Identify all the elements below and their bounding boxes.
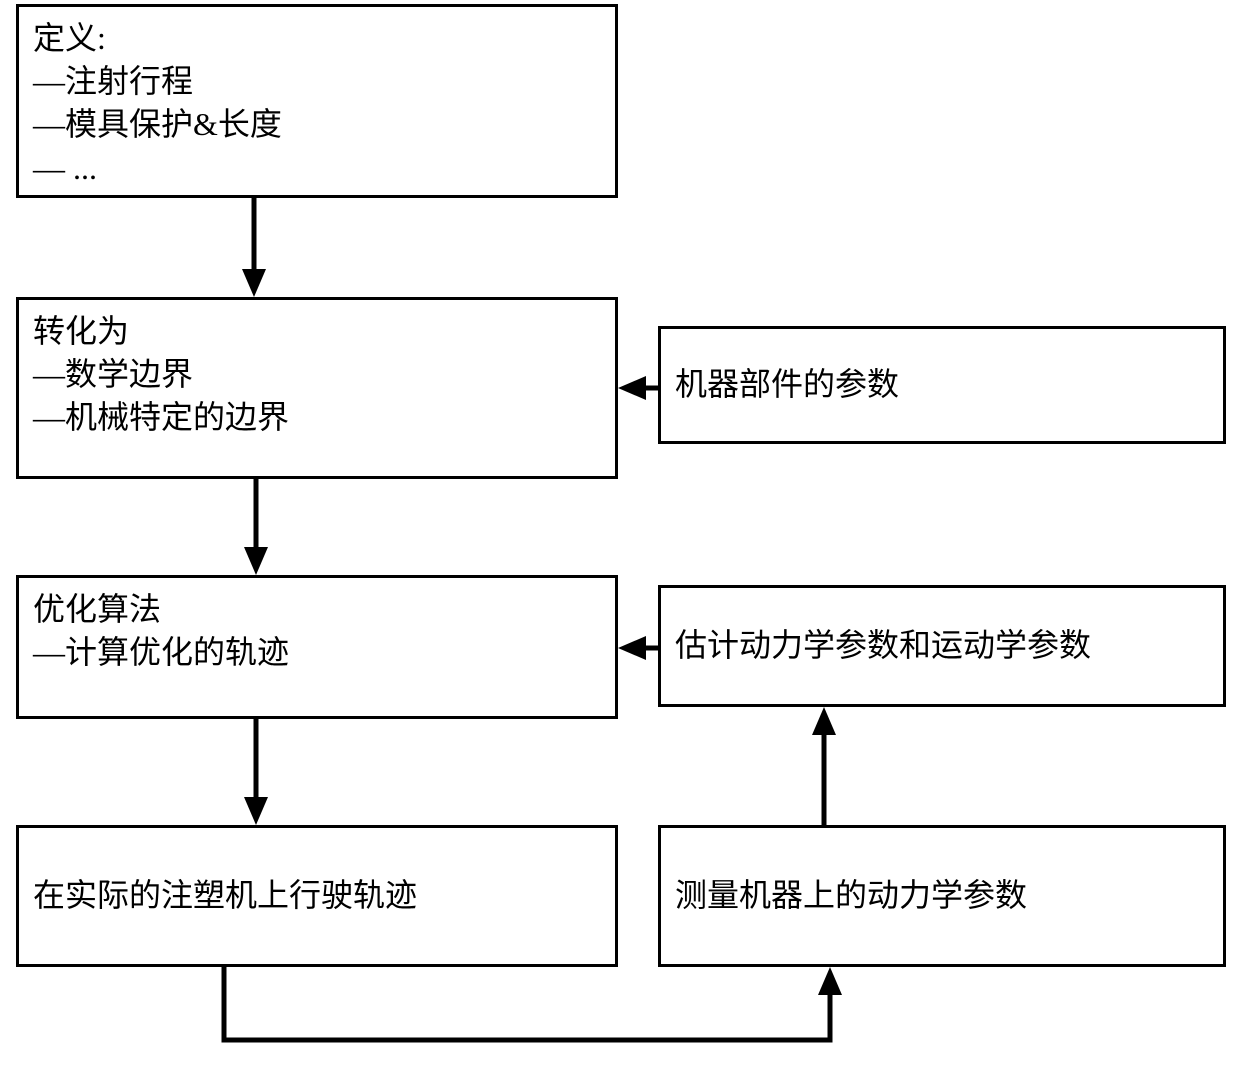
node-convert-title: 转化为 xyxy=(33,310,601,353)
node-definitions: 定义: —注射行程 —模具保护&长度 — ... xyxy=(16,4,618,198)
node-estimate-text: 估计动力学参数和运动学参数 xyxy=(675,624,1091,667)
node-definitions-title: 定义: xyxy=(33,17,601,60)
node-definitions-item-2: — ... xyxy=(33,147,601,190)
node-optimizer-title: 优化算法 xyxy=(33,588,601,631)
node-definitions-item-1: —模具保护&长度 xyxy=(33,103,601,146)
node-optimizer-item-0: —计算优化的轨迹 xyxy=(33,631,601,674)
node-run-trajectory-text: 在实际的注塑机上行驶轨迹 xyxy=(33,874,417,917)
node-convert-item-0: —数学边界 xyxy=(33,353,601,396)
node-definitions-item-0: —注射行程 xyxy=(33,60,601,103)
node-measure-text: 测量机器上的动力学参数 xyxy=(675,874,1027,917)
node-machine-params: 机器部件的参数 xyxy=(658,326,1226,444)
node-convert: 转化为 —数学边界 —机械特定的边界 xyxy=(16,297,618,479)
node-machine-params-text: 机器部件的参数 xyxy=(675,363,899,406)
flowchart-canvas: 定义: —注射行程 —模具保护&长度 — ... 转化为 —数学边界 —机械特定… xyxy=(0,0,1240,1082)
node-estimate: 估计动力学参数和运动学参数 xyxy=(658,585,1226,707)
node-optimizer: 优化算法 —计算优化的轨迹 xyxy=(16,575,618,719)
node-convert-item-1: —机械特定的边界 xyxy=(33,396,601,439)
node-run-trajectory: 在实际的注塑机上行驶轨迹 xyxy=(16,825,618,967)
node-measure: 测量机器上的动力学参数 xyxy=(658,825,1226,967)
